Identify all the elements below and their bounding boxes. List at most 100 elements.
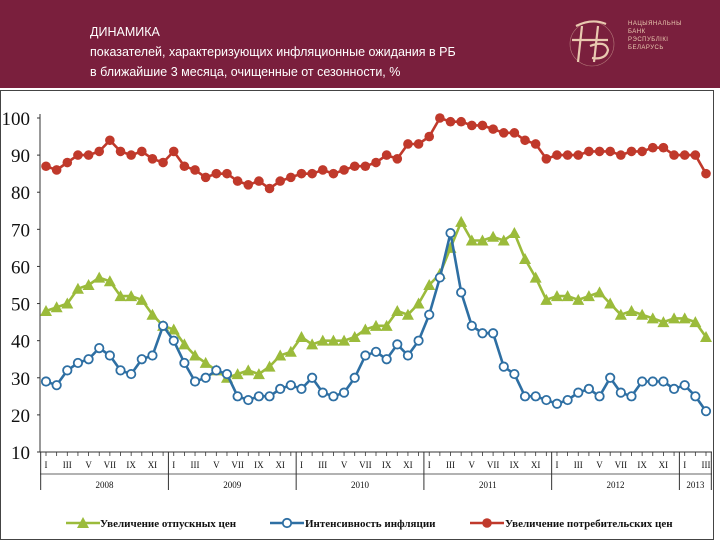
data-point (73, 150, 83, 160)
x-month-label: XI (148, 460, 158, 470)
x-month-label: I (683, 460, 686, 470)
data-point (370, 319, 382, 331)
data-point (253, 391, 265, 402)
data-point (211, 365, 222, 376)
data-point (434, 272, 445, 283)
x-month-label: VII (615, 460, 628, 470)
data-point (668, 383, 680, 395)
data-point (391, 304, 404, 316)
data-point (435, 113, 445, 123)
y-tick-label: 40 (11, 332, 30, 353)
data-point (115, 365, 126, 376)
data-point (476, 234, 489, 246)
y-tick-label: 100 (2, 109, 31, 130)
series-2 (40, 227, 712, 417)
data-point (498, 361, 509, 372)
data-point (221, 368, 233, 380)
x-month-label: III (191, 460, 200, 470)
data-point (200, 372, 211, 383)
data-point (317, 165, 328, 175)
data-point (211, 168, 222, 179)
x-month-label: III (702, 460, 711, 470)
data-point (274, 349, 287, 361)
data-point (498, 128, 509, 138)
data-point (530, 139, 541, 149)
chart-area: 10 20 30 40 50 60 70 80 90 100 I III V VII IX XI I III V V… (0, 90, 720, 540)
y-tick-label: 20 (11, 406, 30, 427)
x-month-label: IX (637, 460, 647, 470)
x-month-label: III (63, 460, 72, 470)
data-point (189, 376, 201, 387)
data-point (466, 320, 477, 331)
data-point (519, 391, 531, 402)
data-point (701, 168, 711, 179)
x-month-label: XI (275, 460, 285, 470)
data-point (540, 293, 553, 305)
data-point (275, 176, 285, 186)
data-point (605, 372, 616, 383)
y-tick-label: 50 (11, 295, 30, 316)
data-point (508, 227, 521, 239)
data-point (562, 150, 573, 160)
data-point (583, 383, 595, 395)
data-point (94, 146, 105, 157)
logo-line-4: БЕЛАРУСЬ (628, 45, 664, 51)
data-point (658, 376, 669, 387)
data-point (530, 391, 541, 402)
data-point (636, 308, 649, 320)
x-year-label: 2008 (96, 480, 115, 490)
data-point (51, 165, 62, 175)
data-point (669, 150, 679, 160)
x-month-label: I (172, 460, 175, 470)
data-point (51, 380, 62, 391)
x-month-label: IX (126, 460, 136, 470)
data-point (146, 308, 159, 320)
data-point (94, 342, 105, 354)
data-point (179, 357, 190, 369)
x-month-label: V (596, 460, 603, 470)
data-point (104, 350, 115, 361)
data-point (286, 172, 296, 183)
data-point (593, 286, 606, 298)
data-point (413, 335, 424, 346)
data-point (573, 150, 584, 160)
data-point (328, 168, 339, 179)
data-point (338, 334, 351, 346)
data-point (626, 391, 637, 402)
data-point (359, 323, 372, 335)
data-point (179, 161, 190, 172)
data-point (637, 376, 648, 387)
legend-marker (281, 517, 293, 529)
data-point (625, 304, 638, 316)
data-point (61, 297, 74, 309)
x-month-label: V (213, 460, 220, 470)
data-point (231, 368, 244, 380)
data-point (647, 376, 658, 387)
x-month-label: III (574, 460, 583, 470)
data-point (232, 176, 243, 186)
data-point (412, 297, 425, 309)
data-point (637, 146, 647, 157)
data-point (572, 293, 585, 305)
data-point (497, 234, 510, 246)
data-point (477, 328, 488, 339)
data-point (487, 328, 499, 339)
data-point (647, 142, 658, 153)
series-1 (40, 215, 712, 383)
data-point (690, 391, 701, 402)
x-month-label: XI (659, 460, 669, 470)
logo-line-1: НАЦЫЯНАЛЬНЫ (628, 21, 682, 27)
data-point (360, 161, 371, 172)
data-point (690, 150, 701, 160)
y-tick-label: 60 (11, 257, 30, 278)
data-point (349, 372, 360, 383)
y-tick-label: 70 (11, 220, 30, 241)
x-month-label: V (469, 460, 476, 470)
data-point (264, 183, 275, 194)
data-point (82, 279, 95, 290)
data-point (317, 387, 328, 398)
data-point (125, 290, 138, 302)
legend-label: Интенсивность инфляции (305, 518, 436, 530)
data-point (413, 139, 424, 149)
